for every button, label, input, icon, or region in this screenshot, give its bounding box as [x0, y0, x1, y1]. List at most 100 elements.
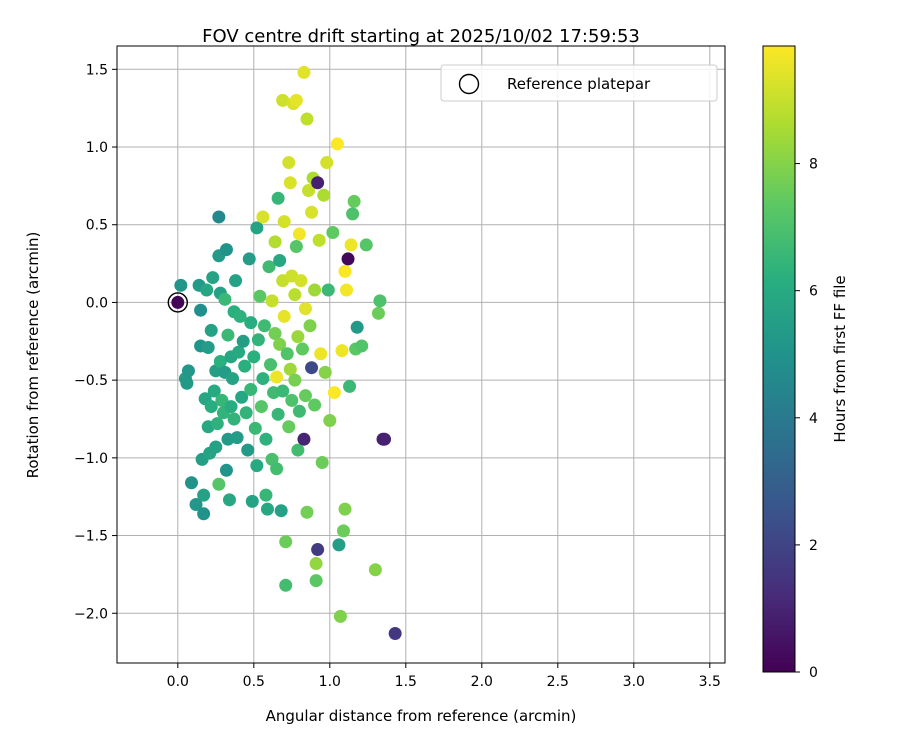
data-point	[311, 543, 325, 557]
data-point	[315, 456, 329, 470]
data-point	[318, 365, 332, 379]
data-point	[291, 330, 305, 344]
data-point	[344, 238, 358, 252]
data-point	[209, 440, 223, 454]
data-point	[248, 421, 262, 435]
data-point	[285, 393, 299, 407]
data-point	[288, 288, 302, 302]
data-point	[218, 292, 232, 306]
data-point	[305, 205, 319, 219]
data-point	[309, 574, 323, 588]
data-point	[368, 563, 382, 577]
data-point	[338, 264, 352, 278]
data-point	[235, 390, 249, 404]
x-tick-label: 0.0	[167, 674, 189, 690]
data-point	[271, 191, 285, 205]
colorbar: 0 2 4 6 8 Hours from first FF file	[762, 45, 849, 681]
data-point	[355, 339, 369, 353]
data-point	[323, 414, 337, 428]
data-point	[330, 137, 344, 151]
data-point	[227, 412, 241, 426]
data-point	[256, 210, 270, 224]
data-point	[282, 156, 296, 170]
data-point	[279, 578, 293, 592]
colorbar-label: Hours from first FF file	[831, 275, 849, 442]
data-point	[233, 309, 247, 323]
data-point	[288, 373, 302, 387]
data-point	[257, 319, 271, 333]
data-point	[213, 354, 227, 368]
data-point	[320, 156, 334, 170]
data-point	[212, 210, 226, 224]
data-point	[253, 289, 267, 303]
data-point	[251, 333, 265, 347]
x-tick-label: 2.0	[471, 674, 493, 690]
data-point	[273, 337, 287, 351]
data-point	[224, 400, 238, 414]
data-point	[197, 488, 211, 502]
data-point	[241, 443, 255, 457]
data-point	[268, 235, 282, 249]
data-point	[222, 493, 236, 507]
data-point	[270, 370, 284, 384]
data-point	[171, 295, 185, 309]
data-point	[264, 358, 278, 372]
data-point	[292, 227, 306, 241]
reference-platepar-marker	[167, 292, 189, 313]
reference-point	[167, 292, 189, 313]
data-point	[273, 253, 287, 267]
data-point	[254, 400, 268, 414]
data-point	[247, 350, 261, 364]
colorbar-gradient	[762, 45, 796, 673]
data-point	[274, 504, 288, 518]
data-point	[207, 384, 221, 398]
data-point	[317, 188, 331, 202]
data-point	[297, 432, 311, 446]
data-point	[256, 372, 270, 386]
data-point	[302, 184, 316, 198]
data-point	[300, 505, 314, 519]
colorbar-ticks: 0 2 4 6 8	[795, 157, 818, 681]
data-point	[327, 386, 341, 400]
colorbar-tick-label: 8	[809, 157, 818, 173]
data-point	[238, 359, 252, 373]
data-point	[210, 417, 224, 431]
data-point	[308, 283, 322, 297]
data-point	[312, 233, 326, 247]
data-point	[230, 431, 244, 445]
x-tick-label: 1.5	[395, 674, 417, 690]
y-tick-label: 0.5	[86, 218, 108, 234]
data-point	[309, 557, 323, 571]
data-point	[244, 316, 258, 330]
data-point	[326, 225, 340, 239]
data-point	[350, 320, 364, 334]
data-point	[321, 283, 335, 297]
y-tick-label: 0.0	[86, 295, 108, 311]
data-point	[336, 524, 350, 538]
data-point	[245, 494, 259, 508]
data-point	[314, 347, 328, 361]
data-point	[333, 609, 347, 623]
data-point	[292, 404, 306, 418]
data-point	[298, 302, 312, 316]
data-point	[276, 93, 290, 107]
legend: Reference platepar	[440, 64, 718, 102]
data-point	[206, 271, 220, 285]
data-point	[295, 342, 309, 356]
data-point	[189, 497, 203, 511]
y-axis-label: Rotation from reference (arcmin)	[24, 232, 42, 479]
data-point	[359, 238, 373, 252]
data-point	[297, 65, 311, 79]
data-point	[239, 406, 253, 420]
x-tick-label: 2.5	[547, 674, 569, 690]
plot-frame	[116, 45, 726, 664]
y-tick-label: 1.0	[86, 140, 108, 156]
y-tick-label: −1.0	[74, 451, 108, 467]
data-point	[236, 334, 250, 348]
data-point	[311, 176, 325, 190]
data-point	[265, 294, 279, 308]
data-point	[180, 376, 194, 390]
x-tick-label: 3.5	[699, 674, 721, 690]
data-point	[184, 476, 198, 490]
